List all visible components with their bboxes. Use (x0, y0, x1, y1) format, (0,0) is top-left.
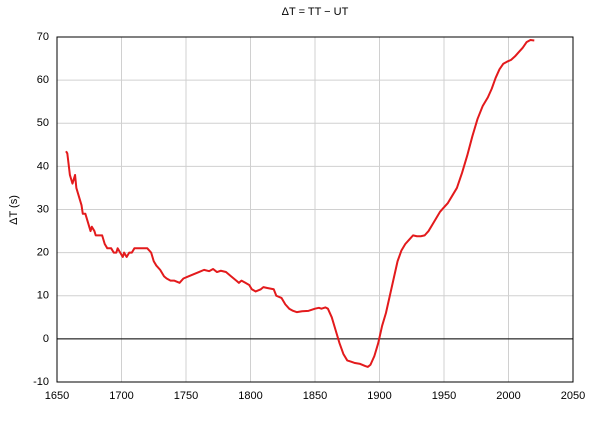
chart-title: ΔT = TT − UT (282, 6, 349, 18)
x-tick-label: 1850 (303, 390, 327, 402)
x-tick-label: 1700 (109, 390, 133, 402)
y-tick-label: 40 (37, 160, 49, 172)
x-tick-label: 1750 (174, 390, 198, 402)
plot-frame (56, 36, 574, 383)
y-tick-label: 20 (37, 247, 49, 259)
y-tick-label: 30 (37, 203, 49, 215)
y-tick-label: 60 (37, 74, 49, 86)
x-tick-label: 1650 (45, 390, 69, 402)
x-tick-label: 1900 (367, 390, 391, 402)
y-tick-label: 50 (37, 117, 49, 129)
x-tick-label: 1800 (238, 390, 262, 402)
x-tick-label: 2050 (561, 390, 585, 402)
y-tick-label: 10 (37, 290, 49, 302)
y-axis-label: ΔT (s) (8, 195, 20, 225)
y-tick-label: 70 (37, 31, 49, 43)
x-tick-label: 1950 (432, 390, 456, 402)
y-tick-label: -10 (33, 376, 49, 388)
data-line (65, 39, 535, 368)
y-tick-label: 0 (43, 333, 49, 345)
x-tick-label: 2000 (496, 390, 520, 402)
